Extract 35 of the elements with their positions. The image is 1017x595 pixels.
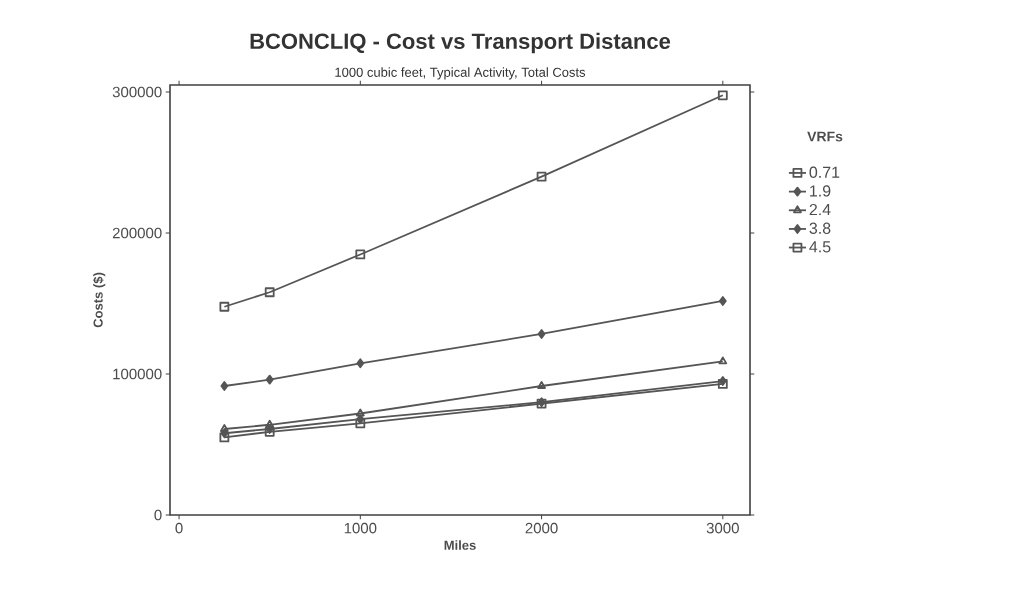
y-tick-label: 0 xyxy=(154,509,162,521)
chart-subtitle: 1000 cubic feet, Typical Activity, Total Costs xyxy=(335,67,586,80)
point xyxy=(355,408,365,417)
point xyxy=(355,418,366,429)
y-tick-label: 300000 xyxy=(112,86,162,98)
x-axis-title: Miles xyxy=(444,540,476,550)
legend-label: 3.8 xyxy=(809,222,831,234)
y-tick-label: 200000 xyxy=(112,227,162,239)
x-tick-label: 2000 xyxy=(525,522,558,534)
chart-title: BCONCLIQ - Cost vs Transport Distance xyxy=(250,32,671,54)
point xyxy=(537,329,546,339)
legend-label: 2.4 xyxy=(809,203,831,216)
point xyxy=(717,90,728,101)
point xyxy=(220,381,229,391)
legend-label: 4.5 xyxy=(809,241,831,253)
x-tick-label: 3000 xyxy=(706,522,739,534)
legend-label: 0.71 xyxy=(809,166,840,178)
legend-label: 1.9 xyxy=(810,185,831,197)
y-axis-title: Costs ($) xyxy=(92,272,106,328)
point xyxy=(718,356,728,365)
point xyxy=(219,432,230,443)
point xyxy=(265,374,274,385)
point xyxy=(356,358,365,369)
point xyxy=(264,287,275,298)
point xyxy=(265,419,275,428)
point xyxy=(219,301,230,312)
y-tick-label: 100000 xyxy=(113,368,162,380)
point xyxy=(537,381,546,389)
point xyxy=(718,296,727,306)
point xyxy=(220,424,229,432)
x-tick-label: 0 xyxy=(175,522,183,534)
point xyxy=(355,249,366,260)
legend-title: VRFs xyxy=(807,131,843,142)
point xyxy=(536,171,547,182)
x-tick-label: 1000 xyxy=(344,522,377,534)
